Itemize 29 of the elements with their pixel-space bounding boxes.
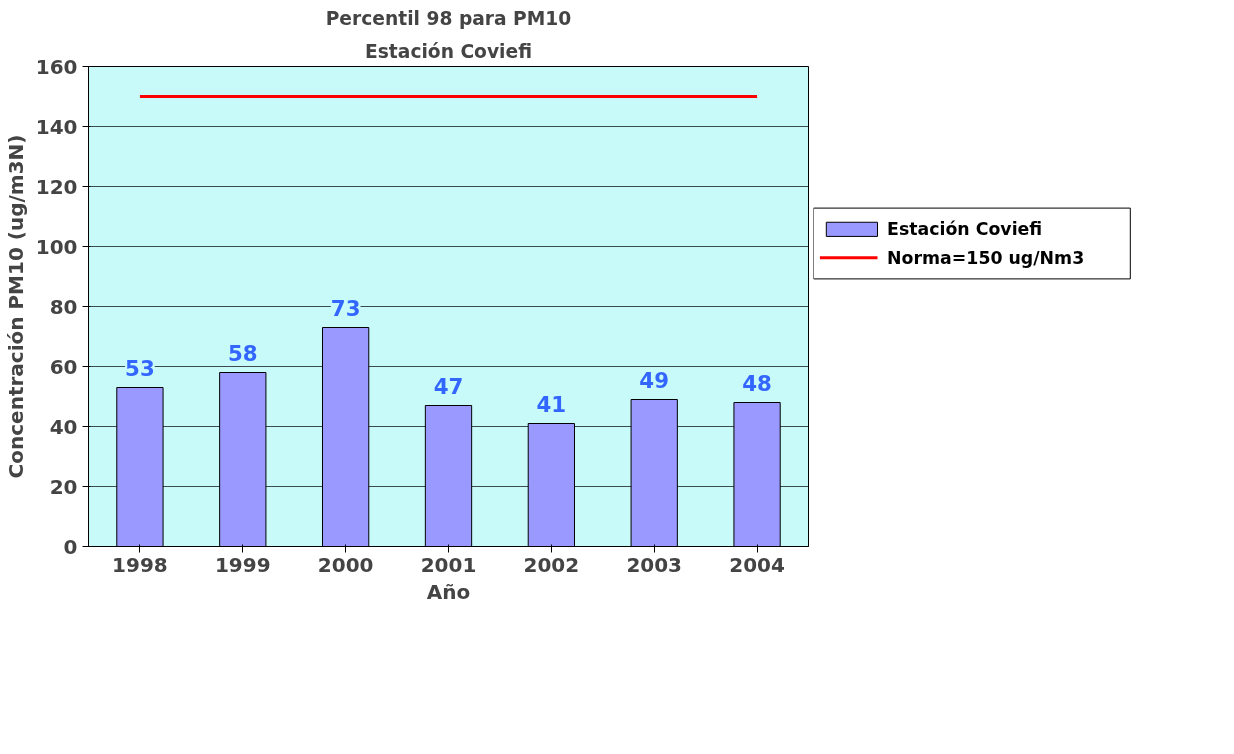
x-tick-label: 2002 xyxy=(523,552,580,577)
y-tick-label: 80 xyxy=(49,294,78,319)
x-axis-title: Año xyxy=(426,579,471,604)
y-tick-label: 140 xyxy=(35,114,78,139)
data-label: 48 xyxy=(742,370,772,396)
data-label: 47 xyxy=(433,373,464,399)
x-tick-label: 2000 xyxy=(317,552,374,577)
y-tick-label: 0 xyxy=(63,534,78,559)
x-tick-label: 2001 xyxy=(420,552,477,577)
y-tick-label: 20 xyxy=(49,474,78,499)
x-tick-label: 1998 xyxy=(112,552,168,577)
x-tick-label: 2003 xyxy=(626,552,683,577)
y-tick-label: 160 xyxy=(35,54,78,79)
data-label: 58 xyxy=(227,340,258,366)
y-tick-label: 100 xyxy=(35,234,78,259)
data-label: 49 xyxy=(639,367,670,393)
y-tick-label: 60 xyxy=(49,354,78,379)
x-tick-label: 1999 xyxy=(214,552,271,577)
legend-label: Norma=150 ug/Nm3 xyxy=(887,247,1085,268)
chart-title: Percentil 98 para PM10 xyxy=(325,7,572,29)
data-label: 73 xyxy=(330,295,361,321)
y-axis-title: Concentración PM10 (ug/m3N) xyxy=(3,134,28,479)
y-tick-label: 120 xyxy=(35,174,78,199)
chart-subtitle: Estación Coviefi xyxy=(365,40,532,62)
data-label: 41 xyxy=(536,391,567,417)
y-tick-label: 40 xyxy=(49,414,78,439)
x-tick-label: 2004 xyxy=(729,552,785,577)
legend-label: Estación Coviefi xyxy=(887,219,1043,240)
data-label: 53 xyxy=(125,355,155,381)
